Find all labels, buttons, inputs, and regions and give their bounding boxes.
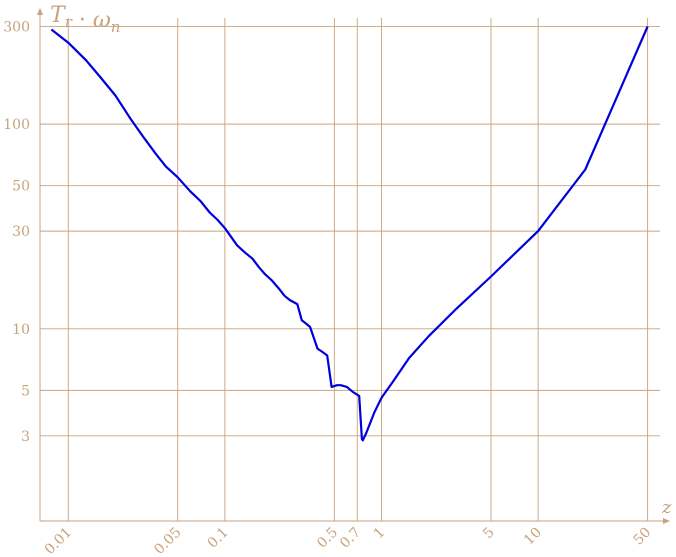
x-tick-label: 10	[521, 525, 545, 549]
y-tick-labels: 3 5 10 30 50 100 300	[3, 19, 30, 444]
y-tick-label: 10	[12, 322, 30, 338]
y-axis-label: Tr · ωn	[50, 3, 120, 36]
x-axis-arrow	[663, 518, 670, 524]
x-tick-label: 5	[480, 525, 498, 543]
y-tick-label: 50	[12, 179, 30, 195]
x-tick-label: 1	[371, 525, 389, 543]
y-tick-label: 5	[21, 383, 30, 399]
x-tick-label: 0.05	[151, 525, 184, 557]
x-tick-label: 0.5	[314, 525, 341, 552]
y-axis-arrow	[37, 8, 43, 15]
x-tick-label: 0.7	[337, 525, 364, 552]
series-line	[50, 26, 649, 442]
y-tick-label: 100	[3, 117, 30, 133]
x-tick-label: 50	[631, 525, 655, 549]
x-tick-label: 0.01	[42, 525, 75, 557]
y-tick-label: 3	[21, 429, 30, 445]
y-gridlines	[40, 26, 660, 437]
x-tick-labels: 0.01 0.05 0.1 0.50.7 1 5 10 50	[42, 525, 655, 557]
x-tick-label: 0.1	[205, 525, 232, 552]
y-tick-label: 300	[3, 19, 30, 35]
x-axis-label: z	[661, 497, 672, 518]
y-tick-label: 30	[12, 224, 30, 240]
x-gridlines	[67, 18, 649, 521]
